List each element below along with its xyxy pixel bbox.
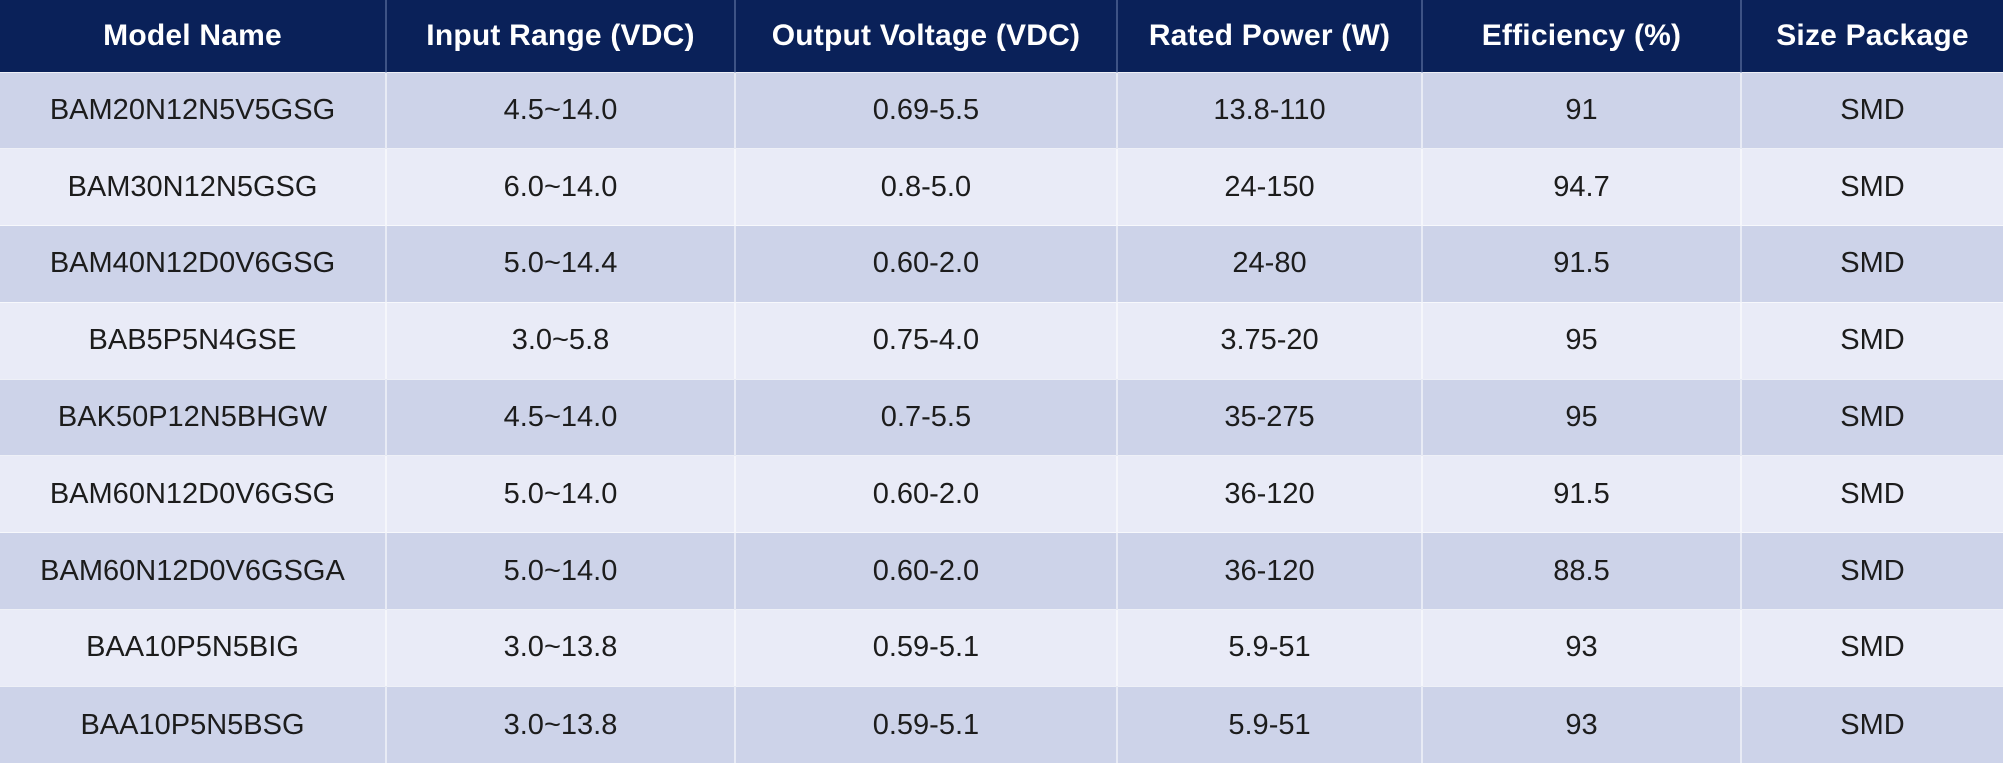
table-row: BAK50P12N5BHGW 4.5~14.0 0.7-5.5 35-275 95 SMD [0,378,2003,456]
table-cell: 36-120 [1115,532,1423,610]
table-cell: SMD [1739,455,2003,533]
table-cell: SMD [1739,609,2003,687]
table-cell: SMD [1739,532,2003,610]
table-cell: 91.5 [1421,455,1741,533]
table-cell: 0.60-2.0 [733,455,1117,533]
table-cell: BAM60N12D0V6GSGA [0,532,386,610]
table-cell: SMD [1739,71,2003,149]
table-cell: 4.5~14.0 [385,378,735,456]
table-cell: 5.9-51 [1115,685,1423,763]
table-cell: 13.8-110 [1115,71,1423,149]
table-cell: BAK50P12N5BHGW [0,378,386,456]
table-cell: 93 [1421,609,1741,687]
header-row: Model Name Input Range (VDC) Output Volt… [0,0,2003,72]
table-row: BAM60N12D0V6GSGA 5.0~14.0 0.60-2.0 36-120 88… [0,532,2003,610]
table-cell: 3.0~5.8 [385,301,735,380]
table-cell: 95 [1421,378,1741,456]
table-cell: 0.59-5.1 [733,685,1117,763]
table-cell: 0.59-5.1 [733,609,1117,687]
table-cell: BAM40N12D0V6GSG [0,225,386,303]
table-cell: 5.0~14.4 [385,225,735,303]
table-cell: BAM60N12D0V6GSG [0,455,386,533]
table-cell: 36-120 [1115,455,1423,533]
table-cell: 5.9-51 [1115,609,1423,687]
table-row: BAB5P5N4GSE 3.0~5.8 0.75-4.0 3.75-20 95 SMD [0,301,2003,380]
table-cell: 0.7-5.5 [733,378,1117,456]
table-cell: 88.5 [1421,532,1741,610]
table-cell: 6.0~14.0 [385,148,735,226]
table-cell: 3.75-20 [1115,301,1423,380]
table-cell: SMD [1739,378,2003,456]
table-header: Model Name Input Range (VDC) Output Volt… [0,0,2003,72]
column-header-rated-power: Rated Power (W) [1115,0,1423,72]
table-cell: 0.69-5.5 [733,71,1117,149]
table-cell: 3.0~13.8 [385,685,735,763]
table-cell: BAB5P5N4GSE [0,301,386,380]
table-row: BAM20N12N5V5GSG 4.5~14.0 0.69-5.5 13.8-110 9… [0,71,2003,149]
table-cell: 24-150 [1115,148,1423,226]
column-header-efficiency: Efficiency (%) [1421,0,1741,72]
table-cell: SMD [1739,148,2003,226]
table-cell: 95 [1421,301,1741,380]
table-row: BAM40N12D0V6GSG 5.0~14.4 0.60-2.0 24-80 91.5… [0,225,2003,303]
table-cell: 5.0~14.0 [385,455,735,533]
table-row: BAM60N12D0V6GSG 5.0~14.0 0.60-2.0 36-120 91.… [0,455,2003,533]
table-body: BAM20N12N5V5GSG 4.5~14.0 0.69-5.5 13.8-110 9… [0,71,2003,763]
table-row: BAM30N12N5GSG 6.0~14.0 0.8-5.0 24-150 94.7 SM… [0,148,2003,226]
table-cell: 5.0~14.0 [385,532,735,610]
column-header-model-name: Model Name [103,18,282,52]
table-cell: 0.60-2.0 [733,225,1117,303]
table-cell: SMD [1739,685,2003,763]
column-header-size-package: Size Package [1739,0,2003,72]
table-cell: BAA10P5N5BSG [0,685,386,763]
table-cell: BAM30N12N5GSG [0,148,386,226]
table-cell: 91 [1421,71,1741,149]
table-cell: 94.7 [1421,148,1741,226]
table-cell: 35-275 [1115,378,1423,456]
table-cell: 4.5~14.0 [385,71,735,149]
table-cell: 0.8-5.0 [733,148,1117,226]
table-cell: BAM20N12N5V5GSG [0,71,386,149]
table-cell: 91.5 [1421,225,1741,303]
table-cell: SMD [1739,301,2003,380]
table-cell: 3.0~13.8 [385,609,735,687]
table-cell: SMD [1739,225,2003,303]
table-cell: 93 [1421,685,1741,763]
table-cell: 0.75-4.0 [733,301,1117,380]
table-cell: 24-80 [1115,225,1423,303]
table-row: BAA10P5N5BIG 3.0~13.8 0.59-5.1 5.9-51 93 SMD [0,609,2003,687]
table-cell: BAA10P5N5BIG [0,609,386,687]
table-cell: 0.60-2.0 [733,532,1117,610]
table-row: BAA10P5N5BSG 3.0~13.8 0.59-5.1 5.9-51 93 SMD [0,685,2003,763]
column-header-output-voltage: Output Voltage (VDC) [733,0,1117,72]
column-header-input-range: Input Range (VDC) [385,0,735,72]
